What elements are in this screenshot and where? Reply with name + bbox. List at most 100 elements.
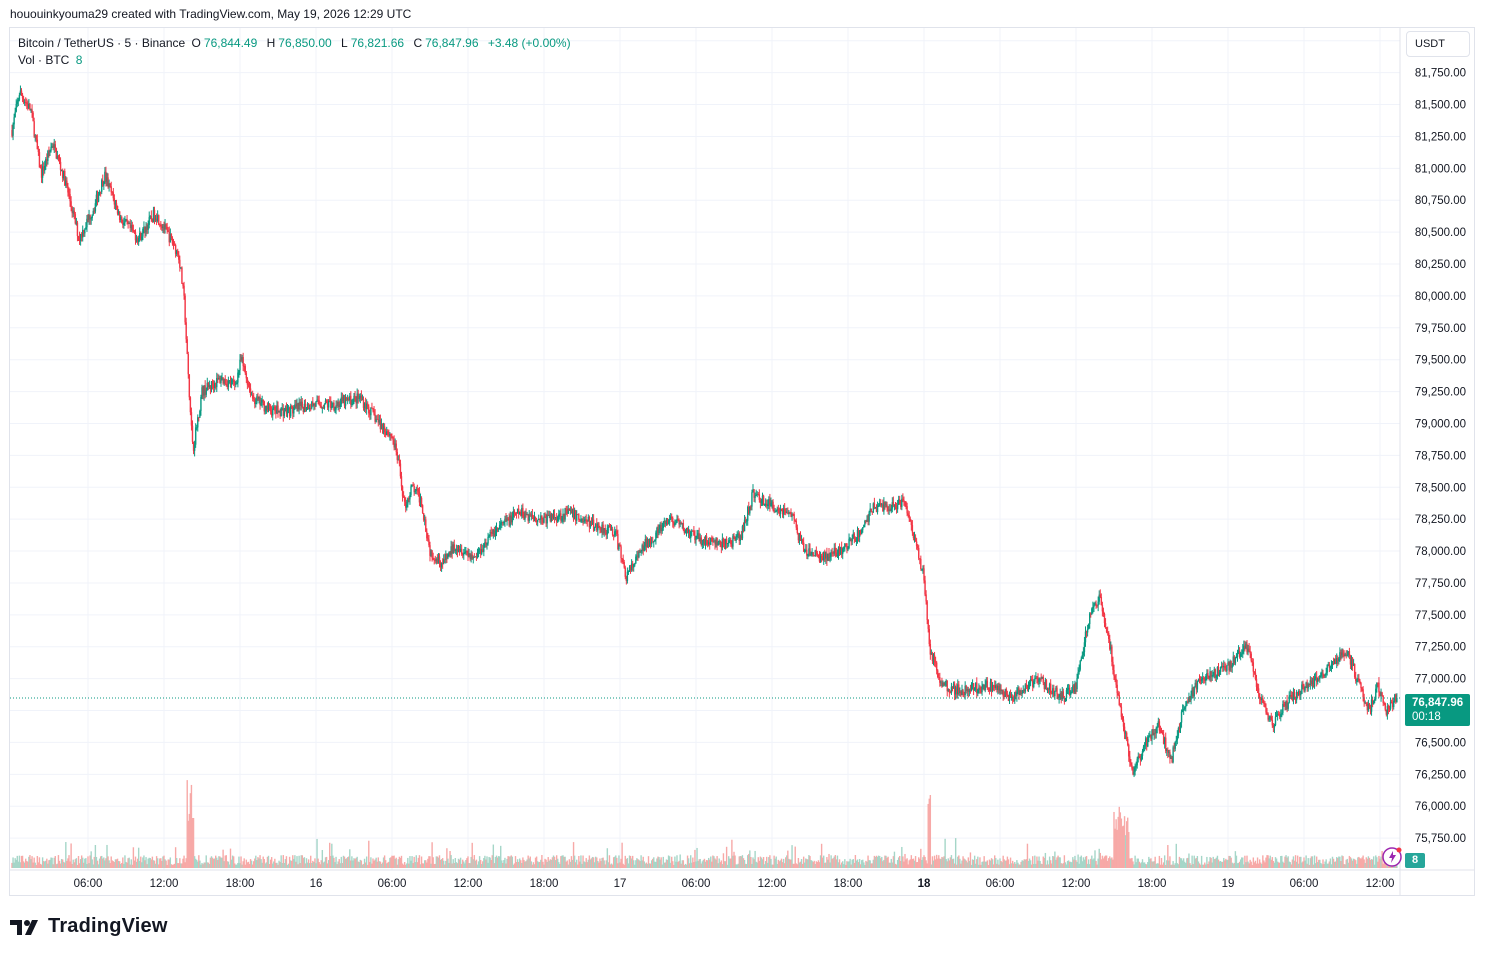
- candle-body: [1057, 694, 1059, 698]
- volume-bar: [861, 860, 863, 868]
- volume-bar: [166, 864, 168, 868]
- volume-bar: [344, 858, 347, 868]
- candle-body: [1042, 676, 1044, 683]
- y-tick-label: 76,250.00: [1415, 769, 1466, 781]
- volume-bar: [617, 863, 619, 868]
- volume-bar: [251, 864, 254, 868]
- volume-bar: [1327, 863, 1329, 868]
- candle-body: [495, 527, 498, 531]
- volume-bar: [229, 848, 232, 868]
- candle-body: [800, 539, 803, 541]
- volume-bar: [811, 860, 813, 868]
- legend-symbol[interactable]: Bitcoin / TetherUS · 5 · Binance: [18, 36, 186, 50]
- volume-bar: [610, 863, 613, 868]
- candle-body: [705, 536, 708, 541]
- volume-bar: [1038, 856, 1040, 868]
- volume-bar: [730, 858, 732, 868]
- volume-bar: [369, 861, 371, 868]
- candle-body: [782, 508, 785, 515]
- legend-volume-label[interactable]: Vol · BTC: [18, 53, 70, 67]
- candle-body: [392, 437, 394, 441]
- candle-body: [696, 535, 698, 538]
- candle-body: [934, 661, 937, 663]
- volume-bar: [435, 856, 438, 868]
- candle-body: [268, 403, 271, 406]
- candle-body: [1281, 712, 1283, 714]
- candle-body: [673, 522, 675, 526]
- candle-body: [843, 546, 845, 550]
- candle-body: [777, 508, 780, 512]
- candle-body: [838, 547, 841, 555]
- volume-bar: [676, 855, 678, 868]
- volume-bar: [1127, 817, 1129, 868]
- volume-bar: [1030, 864, 1033, 868]
- volume-bar: [127, 858, 129, 868]
- y-tick-label: 79,500.00: [1415, 355, 1466, 367]
- candle-body: [130, 225, 132, 229]
- volume-bar: [332, 855, 334, 868]
- volume-bar: [456, 863, 459, 868]
- volume-bar: [954, 838, 957, 868]
- candle-body: [656, 527, 658, 533]
- currency-button[interactable]: USDT: [1406, 31, 1470, 57]
- volume-bar: [463, 861, 465, 868]
- volume-bar: [823, 855, 825, 868]
- volume-bar: [513, 863, 516, 868]
- candle-body: [482, 549, 484, 552]
- volume-bar: [1187, 857, 1189, 868]
- volume-bar: [931, 856, 934, 868]
- volume-bar: [1344, 864, 1346, 868]
- volume-bar: [1374, 864, 1376, 868]
- candle-body: [1125, 732, 1128, 739]
- volume-bar: [623, 864, 625, 868]
- candle-body: [512, 511, 515, 517]
- volume-bar: [1131, 857, 1133, 868]
- candle-body: [623, 562, 625, 568]
- volume-bar: [584, 862, 586, 868]
- candle-body: [301, 401, 303, 408]
- volume-bar: [464, 863, 466, 868]
- alert-icon[interactable]: [1382, 847, 1402, 867]
- tradingview-logo[interactable]: TradingView: [10, 915, 168, 938]
- candle-body: [242, 357, 244, 367]
- volume-bar: [625, 859, 628, 868]
- candle-body: [388, 434, 390, 436]
- candle-body: [52, 146, 54, 148]
- candle-body: [562, 513, 564, 519]
- volume-bar: [541, 855, 543, 868]
- volume-bar: [568, 859, 571, 868]
- volume-bar: [1238, 861, 1241, 868]
- candle-body: [199, 410, 201, 418]
- volume-bar: [168, 859, 170, 868]
- volume-bar: [204, 862, 206, 868]
- candle-body: [354, 395, 356, 397]
- volume-bar: [114, 859, 117, 868]
- candle-body: [169, 233, 172, 243]
- candle-body: [938, 676, 940, 678]
- candle-body: [101, 180, 103, 192]
- volume-bar: [61, 859, 64, 868]
- volume-bar: [470, 856, 472, 868]
- candle-body: [1234, 657, 1237, 664]
- candle-body: [330, 401, 332, 409]
- candle-body: [1380, 692, 1382, 697]
- volume-bar: [57, 855, 60, 868]
- volume-bar: [202, 864, 204, 868]
- candle-body: [1336, 658, 1338, 664]
- volume-bar: [1381, 851, 1383, 868]
- candle-body: [874, 508, 877, 509]
- volume-bar: [649, 863, 652, 868]
- candle-body: [931, 652, 934, 662]
- volume-bar: [1128, 831, 1130, 868]
- volume-bar: [719, 862, 721, 868]
- volume-bar: [433, 864, 435, 868]
- volume-bar: [1226, 860, 1228, 868]
- candle-body: [240, 359, 242, 361]
- candle-body: [370, 407, 372, 416]
- candle-body: [1229, 661, 1231, 671]
- candle-body: [455, 549, 458, 551]
- volume-bar: [279, 861, 281, 868]
- volume-bar: [1203, 864, 1205, 868]
- volume-bar: [78, 863, 81, 868]
